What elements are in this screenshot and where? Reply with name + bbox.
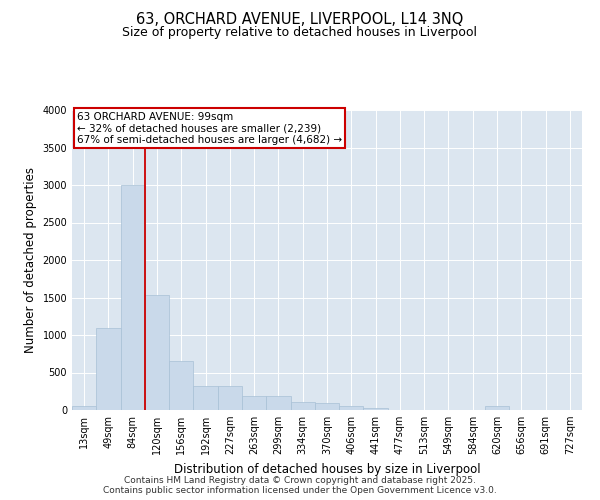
Text: 63 ORCHARD AVENUE: 99sqm
← 32% of detached houses are smaller (2,239)
67% of sem: 63 ORCHARD AVENUE: 99sqm ← 32% of detach…	[77, 112, 342, 144]
Text: 63, ORCHARD AVENUE, LIVERPOOL, L14 3NQ: 63, ORCHARD AVENUE, LIVERPOOL, L14 3NQ	[136, 12, 464, 28]
Y-axis label: Number of detached properties: Number of detached properties	[24, 167, 37, 353]
Bar	[339, 406, 364, 410]
Bar	[242, 396, 266, 410]
Bar	[145, 295, 169, 410]
Bar	[72, 406, 96, 410]
Bar	[315, 403, 339, 410]
Bar	[96, 328, 121, 410]
Bar	[218, 386, 242, 410]
Bar	[266, 396, 290, 410]
Bar	[290, 402, 315, 410]
Text: Contains HM Land Registry data © Crown copyright and database right 2025.
Contai: Contains HM Land Registry data © Crown c…	[103, 476, 497, 495]
Text: Size of property relative to detached houses in Liverpool: Size of property relative to detached ho…	[122, 26, 478, 39]
Bar	[364, 408, 388, 410]
X-axis label: Distribution of detached houses by size in Liverpool: Distribution of detached houses by size …	[173, 462, 481, 475]
Bar	[485, 406, 509, 410]
Bar	[121, 185, 145, 410]
Bar	[169, 361, 193, 410]
Bar	[193, 386, 218, 410]
